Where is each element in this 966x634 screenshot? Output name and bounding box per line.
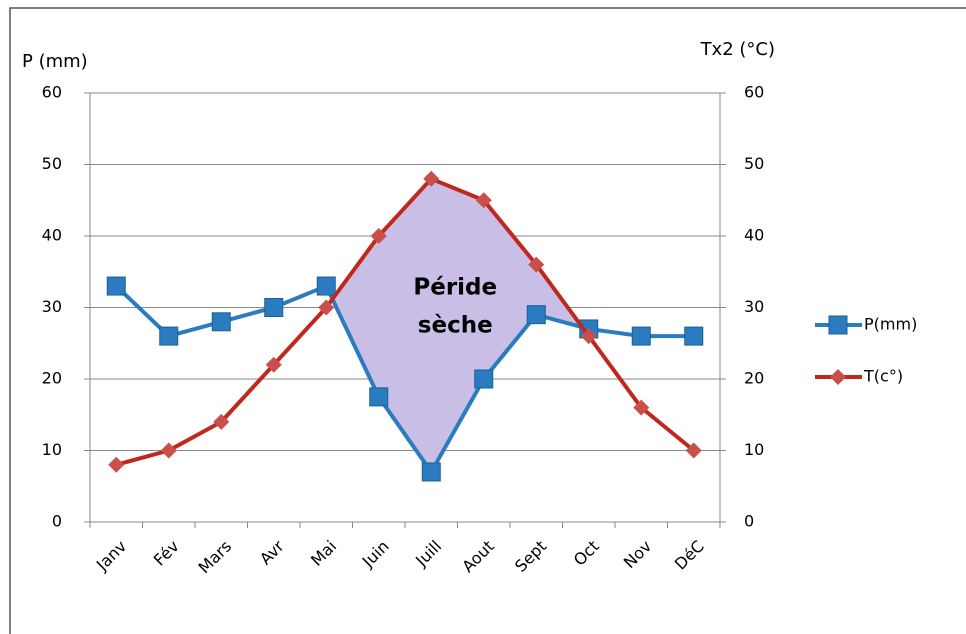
y2-axis-title: Tx2 (°C)	[700, 39, 775, 60]
legend-label: P(mm)	[864, 315, 917, 334]
marker	[580, 328, 597, 345]
marker	[370, 228, 387, 244]
y2-tick-label: 0	[744, 512, 754, 531]
y2-tick-label: 20	[744, 369, 764, 388]
marker	[685, 442, 702, 459]
marker	[423, 170, 440, 187]
y-tick-label: 20	[42, 369, 62, 388]
dry-period-area	[332, 178, 583, 472]
marker	[211, 312, 231, 332]
y-axis-title: P (mm)	[22, 51, 88, 72]
legend-label: T(c°)	[863, 367, 903, 386]
marker	[528, 256, 545, 273]
y2-tick-label: 10	[744, 440, 764, 459]
marker	[631, 326, 651, 346]
annotation: sèche	[418, 313, 493, 339]
marker	[160, 442, 177, 459]
marker	[318, 299, 335, 316]
y2-tick-label: 50	[744, 154, 764, 173]
marker	[828, 315, 848, 335]
marker	[159, 326, 179, 346]
marker	[830, 369, 846, 385]
marker	[369, 387, 389, 407]
y-tick-label: 30	[42, 297, 62, 316]
marker	[633, 399, 650, 416]
y2-tick-label: 60	[744, 83, 764, 102]
y-tick-label: 0	[52, 512, 62, 531]
marker	[108, 456, 125, 473]
y2-tick-label: 40	[744, 226, 764, 245]
y2-tick-label: 30	[744, 297, 764, 316]
frame	[9, 7, 966, 634]
marker	[264, 298, 284, 317]
marker	[421, 462, 441, 482]
y-tick-label: 60	[42, 83, 62, 102]
y-tick-label: 50	[42, 154, 62, 173]
marker	[684, 326, 704, 346]
annotation: Péride	[413, 275, 497, 301]
marker	[526, 305, 546, 325]
marker	[474, 369, 494, 389]
marker	[316, 276, 336, 296]
marker	[265, 356, 282, 373]
marker	[475, 192, 492, 209]
series-line	[115, 176, 696, 467]
y-tick-label: 10	[42, 440, 62, 459]
marker	[213, 413, 230, 430]
marker	[106, 276, 126, 296]
y-tick-label: 40	[42, 226, 62, 245]
